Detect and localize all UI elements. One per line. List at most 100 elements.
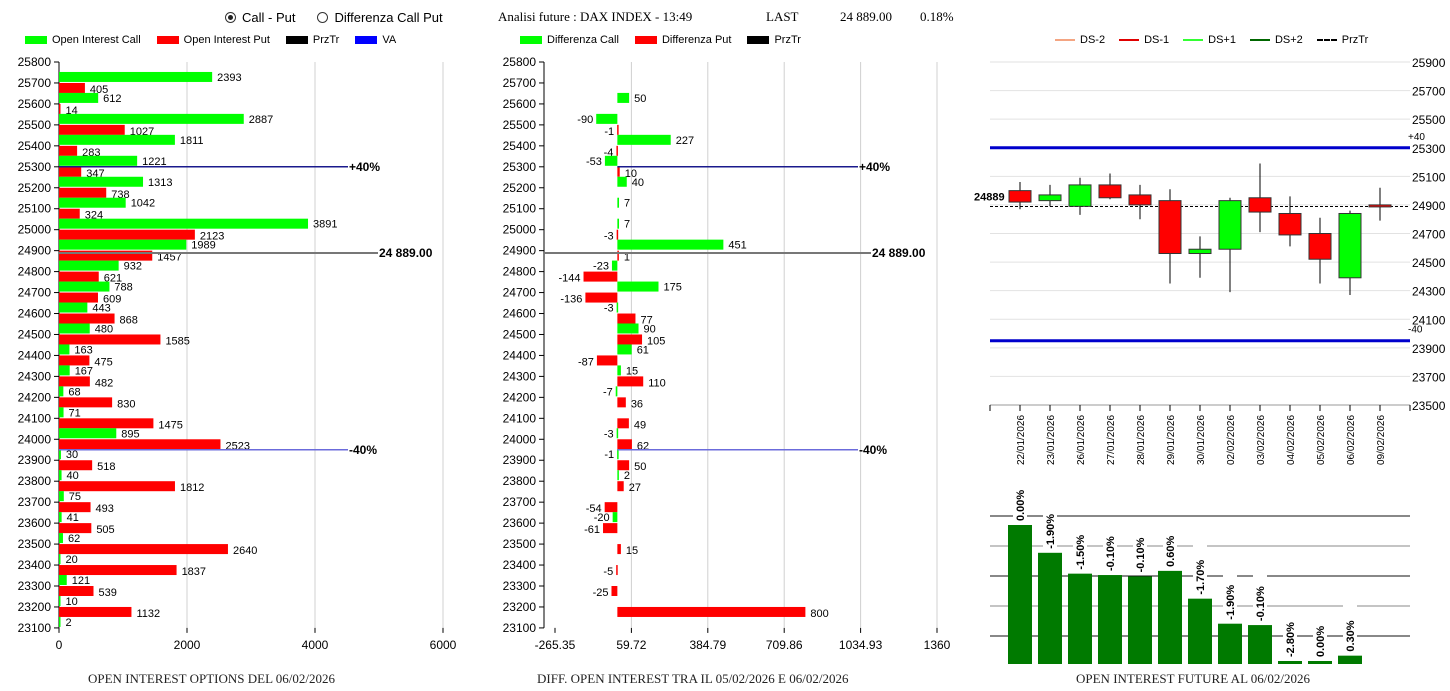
put-bar: [59, 397, 113, 408]
future-bar: [1068, 573, 1092, 664]
put-value-label: 36: [631, 398, 643, 410]
x-tick-label: 0: [56, 638, 63, 652]
radio-unselected-icon[interactable]: [317, 12, 329, 23]
przTr-label: 24889: [974, 191, 1005, 203]
call-bar: [617, 449, 619, 460]
put-bar: [617, 439, 632, 450]
y-tick-label: 24500: [18, 327, 52, 341]
y-tick-label: 25000: [503, 223, 537, 237]
put-value-label: 2640: [233, 545, 257, 557]
x-tick-label: 1034.93: [839, 638, 883, 652]
put-value-label: 10: [625, 168, 637, 180]
y-tick-label: 24100: [503, 411, 537, 425]
legend-item-przTr: PrzTr: [747, 34, 801, 46]
put-value-label: 518: [97, 461, 115, 473]
put-bar: [59, 313, 115, 324]
future-bar: [1038, 552, 1062, 664]
y-tick-label: 25300: [1412, 142, 1446, 156]
call-bar: [59, 616, 61, 627]
put-swatch-icon: [156, 36, 179, 44]
x-tick-label: 29/01/2026: [1166, 415, 1177, 465]
y-tick-label: 23900: [18, 453, 52, 467]
put-bar: [59, 208, 80, 219]
put-bar: [59, 565, 177, 576]
candle-up: [1338, 212, 1362, 279]
future-bar: [1338, 655, 1362, 664]
put-value-label: 77: [640, 315, 652, 327]
candle-down: [1008, 190, 1032, 203]
y-tick-label: 24400: [18, 348, 52, 362]
put-value-label: 868: [120, 315, 138, 327]
radio-selected-icon[interactable]: [225, 12, 236, 23]
put-value-label: 27: [629, 482, 641, 494]
legend-item-ds+1: DS+1: [1183, 34, 1236, 46]
call-bar: [59, 428, 117, 439]
va-label: +40%: [859, 160, 890, 174]
x-tick-label: 6000: [430, 638, 457, 652]
y-tick-label: 24000: [503, 432, 537, 446]
put-bar: [59, 439, 221, 450]
call-bar: [59, 491, 64, 502]
put-bar: [59, 606, 132, 617]
call-value-label: -90: [577, 114, 593, 126]
put-value-label: -144: [558, 273, 580, 285]
call-bar: [615, 386, 618, 397]
call-value-label: 121: [72, 575, 90, 587]
put-bar: [59, 355, 90, 366]
legend-item-put: Open Interest Put: [156, 34, 270, 46]
call-bar: [59, 407, 64, 418]
y-tick-label: 25600: [503, 97, 537, 111]
y-tick-label: 25900: [1412, 56, 1446, 70]
call-value-label: 443: [92, 303, 110, 315]
x-tick-label: 09/02/2026: [1376, 415, 1387, 465]
call-bar: [59, 470, 62, 481]
data-label-background: [1043, 498, 1057, 549]
call-value-label: 7: [624, 198, 630, 210]
x-tick-label: 22/01/2026: [1016, 415, 1027, 465]
legend-item-call: Open Interest Call: [25, 34, 141, 46]
call-value-label: 895: [121, 428, 139, 440]
put-bar: [59, 229, 195, 240]
call-bar: [59, 302, 88, 313]
call-value-label: -20: [594, 512, 610, 524]
call-value-label: 15: [626, 365, 638, 377]
radio-call-put[interactable]: Call - Put: [225, 10, 295, 25]
y-tick-label: 25400: [18, 139, 52, 153]
call-value-label: 1989: [191, 240, 215, 252]
put-bar: [59, 418, 154, 429]
radio-differenza-call-put[interactable]: Differenza Call Put: [317, 10, 443, 25]
data-label-background: [1223, 569, 1237, 620]
legend-item-ds-1: DS-1: [1119, 34, 1169, 46]
x-tick-label: 26/01/2026: [1076, 415, 1087, 465]
call-value-label: -3: [604, 303, 614, 315]
data-label-background: [1013, 471, 1027, 521]
future-data-label: -1.90%: [1045, 514, 1057, 549]
y-tick-label: 25700: [18, 76, 52, 90]
call-value-label: 50: [634, 93, 646, 105]
put-value-label: 475: [94, 356, 112, 368]
header-info: Analisi future : DAX INDEX - 13:49 LAST …: [498, 9, 954, 25]
put-bar: [59, 250, 153, 261]
put-bar: [596, 355, 618, 366]
legend-label: PrzTr: [1341, 34, 1369, 46]
data-label-background: [1163, 516, 1177, 567]
future-data-label: -1.50%: [1075, 535, 1087, 570]
call-bar: [59, 533, 63, 544]
call-value-label: 2: [624, 470, 630, 482]
call-value-label: -3: [604, 428, 614, 440]
call-bar: [617, 365, 621, 376]
call-bar: [59, 323, 90, 334]
y-tick-label: 23300: [18, 579, 52, 593]
legend-label: DS+2: [1274, 34, 1303, 46]
put-value-label: 1837: [182, 566, 206, 578]
call-bar: [59, 512, 62, 523]
put-bar: [59, 187, 107, 198]
future-bar: [1248, 625, 1272, 664]
y-tick-label: 23700: [18, 495, 52, 509]
call-value-label: 75: [69, 491, 81, 503]
call-value-label: 451: [728, 240, 746, 252]
call-value-label: 167: [75, 365, 93, 377]
candle-down: [1128, 194, 1152, 206]
va-reference-label: +40: [1408, 132, 1425, 143]
x-tick-label: 4000: [302, 638, 329, 652]
